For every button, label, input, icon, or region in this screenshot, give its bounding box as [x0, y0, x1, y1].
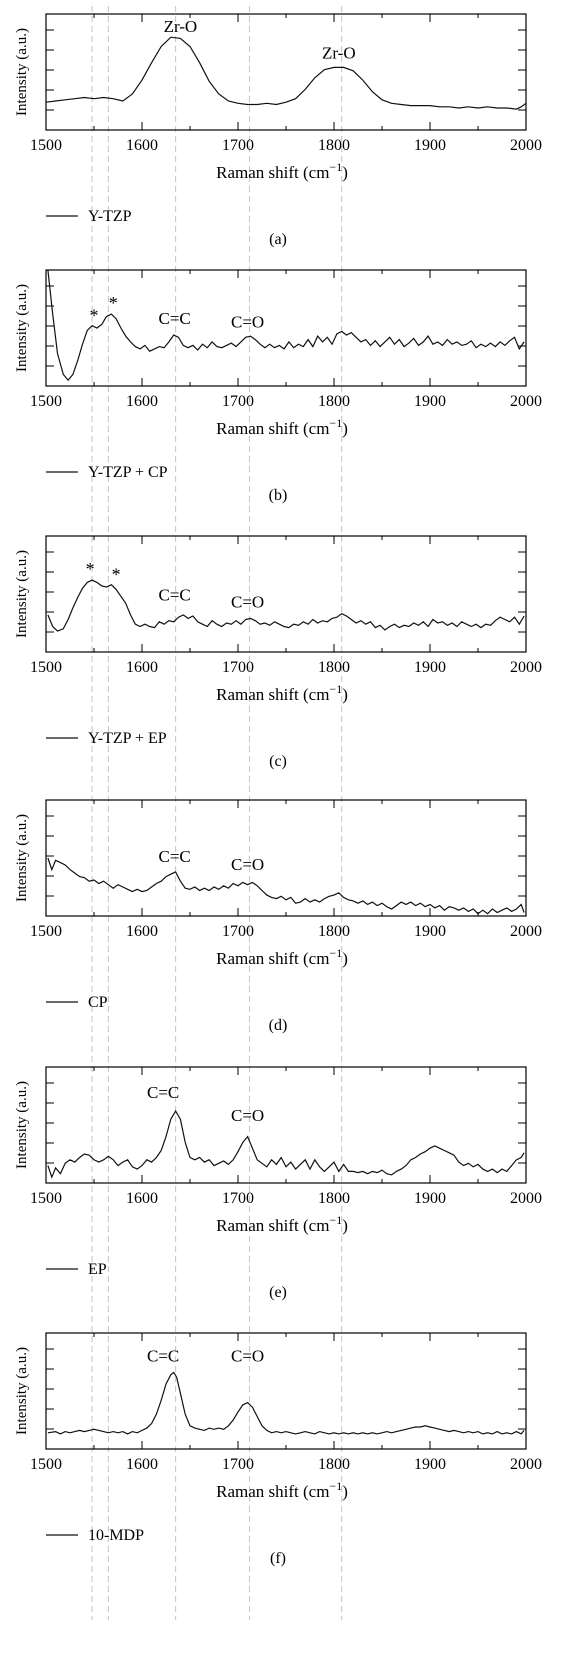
x-axis-label: Raman shift (cm−1) — [216, 946, 348, 968]
x-tick-label: 2000 — [510, 923, 542, 940]
plot-frame — [45, 799, 527, 917]
chart-panel: 1500 1600 1700 1800 1900 2000 * * C=C C=O Intensit… — [14, 269, 542, 504]
x-tick-label: 1600 — [126, 137, 158, 154]
peak-annotation: C=O — [231, 1106, 264, 1125]
peak-annotation: Zr-O — [322, 44, 356, 63]
x-tick-label: 1700 — [222, 137, 254, 154]
x-tick-label: 2000 — [510, 1456, 542, 1473]
x-tick-label: 2000 — [510, 137, 542, 154]
peak-annotation: * — [112, 565, 121, 585]
x-tick-label: 1900 — [414, 659, 446, 676]
panel-label: (d) — [269, 1017, 288, 1034]
x-axis-label: Raman shift (cm−1) — [216, 160, 348, 182]
x-tick-label: 1700 — [222, 393, 254, 410]
x-axis-label: Raman shift (cm−1) — [216, 1479, 348, 1501]
legend-label: Y-TZP — [88, 208, 132, 225]
x-tick-label: 1700 — [222, 1456, 254, 1473]
x-tick-label: 1500 — [30, 659, 62, 676]
x-tick-label: 1900 — [414, 923, 446, 940]
peak-annotation: * — [86, 559, 95, 579]
x-tick-label: 1600 — [126, 923, 158, 940]
plot-frame — [45, 535, 527, 653]
peak-annotation: C=C — [159, 847, 191, 866]
panel-label: (a) — [269, 231, 287, 248]
y-axis-label: Intensity (a.u.) — [14, 1347, 30, 1435]
x-tick-label: 1700 — [222, 923, 254, 940]
x-tick-label: 1900 — [414, 1456, 446, 1473]
x-tick-label: 1800 — [318, 393, 350, 410]
peak-annotation: C=C — [159, 585, 191, 604]
x-tick-label: 1600 — [126, 1456, 158, 1473]
legend-label: Y-TZP + CP — [88, 464, 168, 481]
x-tick-label: 1600 — [126, 393, 158, 410]
peak-annotation: * — [109, 293, 118, 313]
peak-annotation: C=C — [147, 1346, 179, 1365]
peak-annotation: C=O — [231, 592, 264, 611]
x-tick-label: 1500 — [30, 137, 62, 154]
y-axis-label: Intensity (a.u.) — [14, 550, 30, 638]
x-tick-label: 1500 — [30, 1190, 62, 1207]
x-axis-label: Raman shift (cm−1) — [216, 682, 348, 704]
chart-panel: 1500 1600 1700 1800 1900 2000 C=C C=O Intensity … — [14, 1332, 542, 1567]
y-axis-label: Intensity (a.u.) — [14, 814, 30, 902]
panel-label: (c) — [269, 753, 287, 770]
x-tick-label: 1900 — [414, 137, 446, 154]
panel-label: (b) — [269, 487, 288, 504]
x-tick-label: 1700 — [222, 659, 254, 676]
x-axis-label: Raman shift (cm−1) — [216, 1213, 348, 1235]
plot-frame — [45, 269, 527, 387]
x-tick-label: 2000 — [510, 659, 542, 676]
peak-annotation: C=O — [231, 312, 264, 331]
x-tick-label: 1800 — [318, 923, 350, 940]
peak-annotation: * — [90, 306, 99, 326]
series-line — [47, 579, 525, 632]
x-tick-label: 1800 — [318, 1456, 350, 1473]
chart-panel: 1500 1600 1700 1800 1900 2000 C=C C=O Intensity … — [14, 1066, 542, 1301]
x-tick-label: 1900 — [414, 1190, 446, 1207]
x-axis-label: Raman shift (cm−1) — [216, 416, 348, 438]
series-line — [47, 270, 525, 382]
peak-annotation: C=C — [159, 309, 191, 328]
peak-annotation: Zr-O — [164, 17, 198, 36]
legend-label: Y-TZP + EP — [88, 730, 167, 747]
x-tick-label: 1500 — [30, 923, 62, 940]
chart-panel: 1500 1600 1700 1800 1900 2000 Zr-O Zr-O Intensit… — [14, 13, 542, 248]
y-axis-label: Intensity (a.u.) — [14, 1081, 30, 1169]
panel-label: (e) — [269, 1284, 287, 1301]
x-tick-label: 2000 — [510, 1190, 542, 1207]
chart-panel: 1500 1600 1700 1800 1900 2000 C=C C=O Intensity … — [14, 799, 542, 1034]
x-tick-label: 1800 — [318, 137, 350, 154]
legend-label: CP — [88, 994, 108, 1011]
series-line — [47, 1371, 525, 1435]
series-line — [46, 36, 526, 110]
series-line — [47, 857, 525, 915]
x-tick-label: 1800 — [318, 1190, 350, 1207]
peak-annotation: C=O — [231, 1346, 264, 1365]
series-line — [47, 1109, 525, 1179]
plot-frame — [45, 13, 527, 131]
x-tick-label: 1900 — [414, 393, 446, 410]
legend-label: EP — [88, 1261, 107, 1278]
x-tick-label: 1600 — [126, 1190, 158, 1207]
y-axis-label: Intensity (a.u.) — [14, 28, 30, 116]
y-axis-label: Intensity (a.u.) — [14, 284, 30, 372]
chart-panel: 1500 1600 1700 1800 1900 2000 * * C=C C=O Intensit… — [14, 535, 542, 770]
x-tick-label: 1700 — [222, 1190, 254, 1207]
peak-annotation: C=O — [231, 855, 264, 874]
x-tick-label: 1500 — [30, 1456, 62, 1473]
legend-label: 10-MDP — [88, 1527, 144, 1544]
x-tick-label: 2000 — [510, 393, 542, 410]
panel-label: (f) — [270, 1550, 286, 1567]
peak-annotation: C=C — [147, 1083, 179, 1102]
x-tick-label: 1800 — [318, 659, 350, 676]
x-tick-label: 1500 — [30, 393, 62, 410]
x-tick-label: 1600 — [126, 659, 158, 676]
